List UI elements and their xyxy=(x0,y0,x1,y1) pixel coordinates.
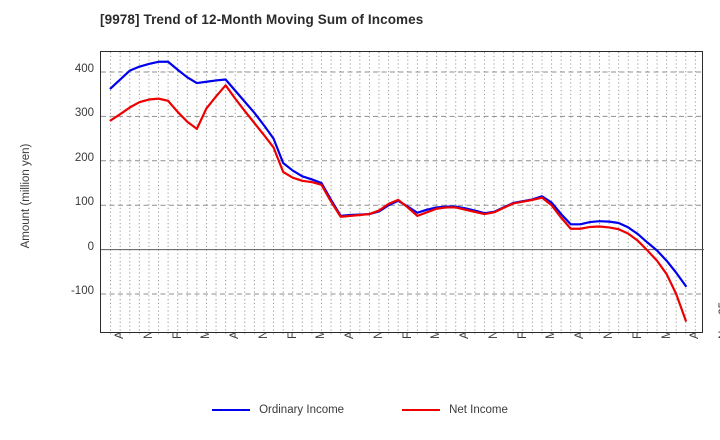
series-line xyxy=(109,84,687,322)
legend-item: Net Income xyxy=(402,404,508,416)
y-axis-tick-label: 0 xyxy=(87,240,94,253)
chart-legend: Ordinary Income Net Income xyxy=(0,404,720,416)
y-axis-tick-label: 100 xyxy=(74,196,94,209)
y-axis-tick-label: 300 xyxy=(74,107,94,120)
legend-color-swatch xyxy=(402,409,441,411)
legend-label: Ordinary Income xyxy=(259,404,345,416)
y-axis-tick-label: 200 xyxy=(74,151,94,164)
data-series-lines xyxy=(109,60,687,322)
chart-title: [9978] Trend of 12-Month Moving Sum of I… xyxy=(100,12,424,27)
y-axis-tick-label: -100 xyxy=(70,285,94,298)
y-axis-label: Amount (million yen) xyxy=(20,143,32,249)
legend-color-swatch xyxy=(212,409,251,411)
legend-item: Ordinary Income xyxy=(212,404,344,416)
grid-lines xyxy=(101,52,704,334)
series-line xyxy=(109,60,687,288)
plot-area xyxy=(100,51,704,334)
legend-label: Net Income xyxy=(449,404,508,416)
y-axis-tick-label: 400 xyxy=(74,62,94,75)
